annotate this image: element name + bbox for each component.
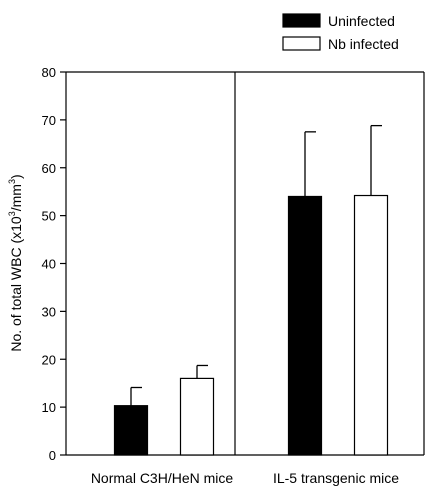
bar-nb-infected	[179, 377, 215, 456]
x-category-label: IL-5 transgenic mice	[273, 470, 399, 486]
y-tick-label: 0	[49, 448, 56, 463]
legend-label: Uninfected	[328, 13, 395, 29]
y-axis-label-part: /mm	[8, 184, 24, 211]
y-axis-label-part: )	[8, 174, 24, 179]
bar-nb-infected	[353, 194, 389, 456]
y-tick-label: 70	[42, 113, 56, 128]
y-axis: 0 10 20 30 40 50 60 70 80	[42, 65, 66, 463]
y-tick-label: 50	[42, 209, 56, 224]
legend: Uninfected Nb infected	[282, 13, 399, 52]
y-axis-label: No. of total WBC (x103/mm3)	[7, 174, 24, 351]
y-tick-label: 80	[42, 65, 56, 80]
y-tick-label: 60	[42, 161, 56, 176]
y-tick-label: 10	[42, 400, 56, 415]
legend-swatch	[282, 13, 321, 28]
bar-uninfected	[113, 405, 149, 456]
y-tick-label: 40	[42, 257, 56, 272]
y-tick-label: 20	[42, 352, 56, 367]
legend-swatch	[282, 36, 321, 51]
y-tick-label: 30	[42, 304, 56, 319]
y-axis-label-part: No. of total WBC (x10	[8, 216, 24, 352]
y-axis-label-superscript: 3	[7, 179, 17, 184]
bar-uninfected	[287, 195, 323, 456]
plot-area	[65, 71, 425, 456]
x-category-label: Normal C3H/HeN mice	[91, 470, 234, 486]
x-axis-category-labels: Normal C3H/HeN mice IL-5 transgenic mice	[91, 470, 399, 486]
y-axis-label-superscript: 3	[7, 211, 17, 216]
legend-label: Nb infected	[328, 36, 399, 52]
